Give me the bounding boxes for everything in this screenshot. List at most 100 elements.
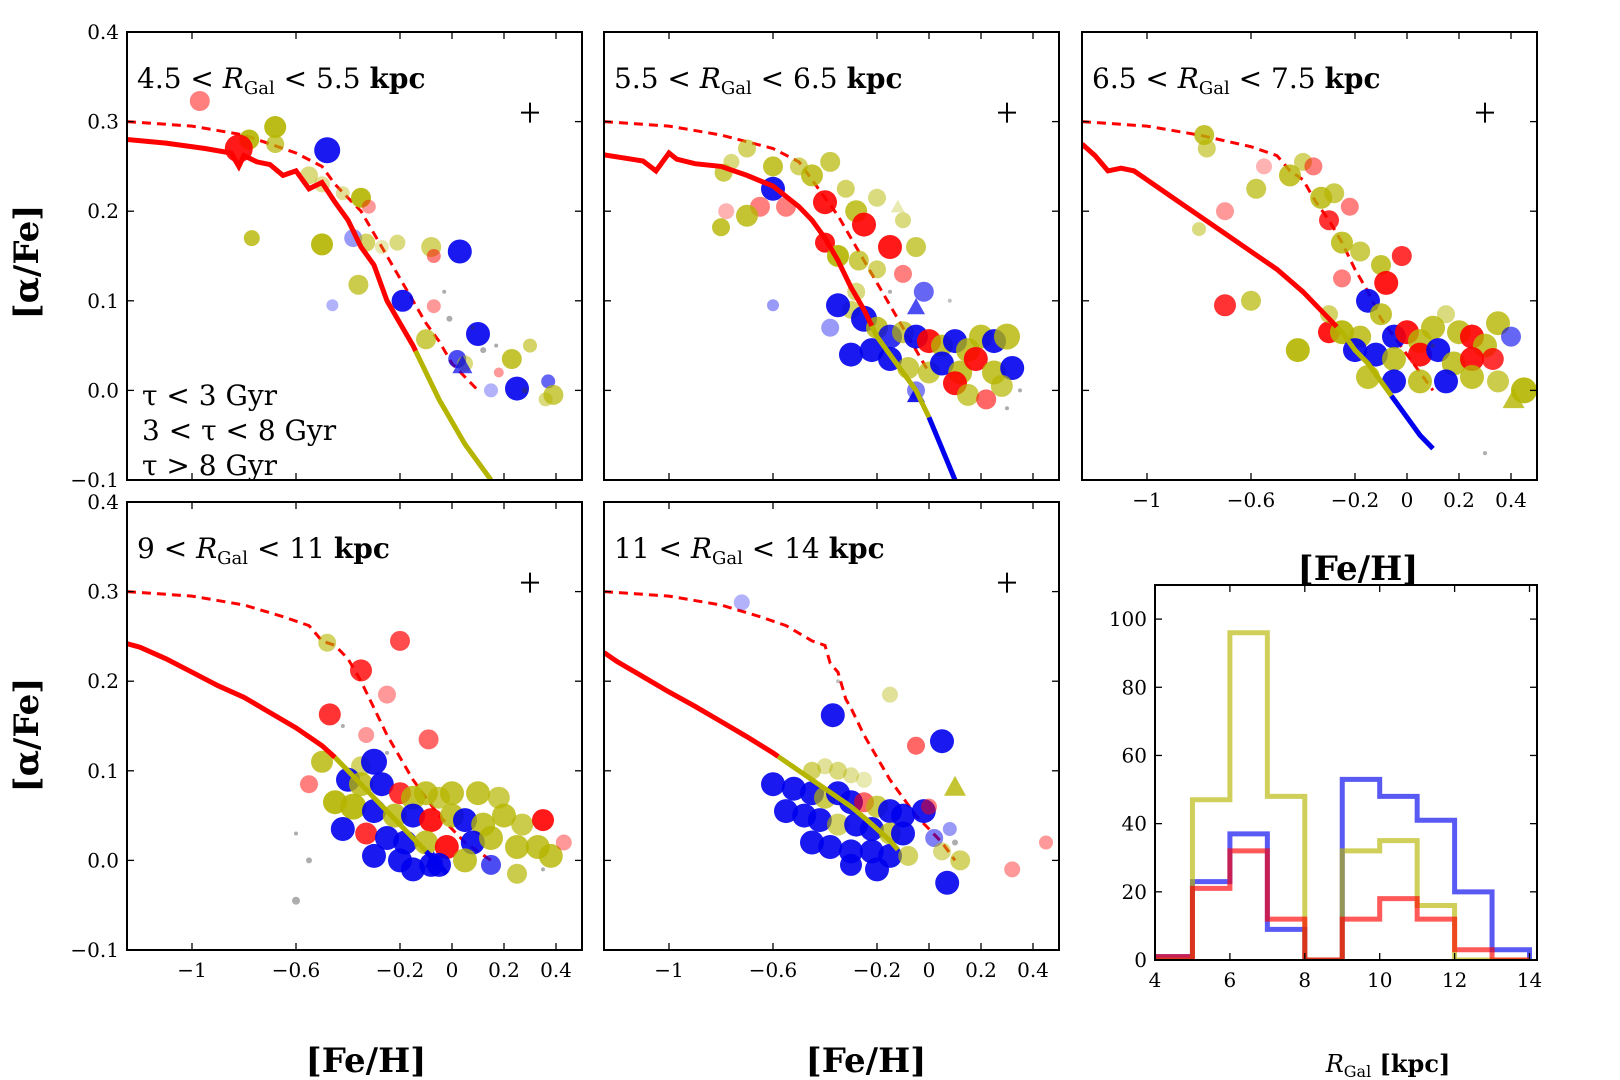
- title-prefix: 4.5 <: [137, 62, 223, 95]
- star-point: [1431, 343, 1435, 348]
- panel-4: 9 < RGal < 11 kpc −1 −0.6 −0.2 0 0.2 0.4 −0.1 0.…: [70, 490, 583, 982]
- panel-6: 4 6 8 10 12 14 0 20 40 60 80 100: [1109, 584, 1542, 992]
- title-sub: Gal: [244, 78, 275, 99]
- star-point: [311, 750, 333, 773]
- title-sub: Gal: [1199, 78, 1230, 99]
- star-point: [848, 250, 869, 271]
- title-prefix: 5.5 <: [614, 62, 700, 95]
- title-r: R: [195, 532, 217, 565]
- star-point: [800, 830, 824, 855]
- star-point: [480, 347, 487, 354]
- star-point: [930, 351, 954, 376]
- y-tick-label: 0.4: [87, 490, 119, 514]
- star-point: [350, 659, 372, 682]
- legend: τ < 3 Gyr 3 < τ < 8 Gyr τ > 8 Gyr: [142, 379, 337, 482]
- hist-series-3: [1155, 848, 1530, 960]
- hist-xlabel-main: R: [1325, 1050, 1344, 1078]
- y-tick-label: −0.1: [70, 468, 119, 492]
- star-point: [1197, 139, 1216, 158]
- title-sub: Gal: [712, 548, 743, 569]
- star-point: [523, 338, 537, 353]
- star-point: [453, 808, 477, 833]
- model-solid-old: [1082, 142, 1339, 329]
- star-point: [505, 376, 529, 401]
- star-point: [401, 803, 425, 828]
- star-point: [1000, 356, 1025, 380]
- star-point: [1481, 348, 1504, 370]
- y-tick-label: 0.0: [87, 378, 119, 402]
- xlabel-panel-3: [Fe/H]: [1298, 549, 1419, 589]
- star-point: [781, 776, 806, 801]
- legend-young: τ < 3 Gyr: [142, 379, 278, 412]
- star-point: [434, 835, 459, 859]
- star-point: [1350, 241, 1371, 262]
- star-point: [1382, 347, 1406, 371]
- title-mid: < 6.5: [752, 62, 847, 95]
- star-point: [330, 817, 355, 841]
- star-point: [311, 233, 333, 256]
- plot-area: [604, 120, 1025, 480]
- title-mid: < 14: [743, 532, 829, 565]
- star-point: [1279, 164, 1301, 187]
- hist-xlabel-unit: [kpc]: [1371, 1049, 1450, 1078]
- star-point: [1434, 369, 1458, 394]
- star-point: [859, 817, 884, 841]
- star-point: [963, 347, 988, 371]
- star-point: [1371, 255, 1391, 275]
- star-point: [418, 729, 439, 750]
- star-point: [738, 139, 756, 158]
- star-point: [501, 349, 522, 369]
- star-point: [401, 857, 425, 882]
- star-point: [318, 703, 341, 726]
- star-point: [801, 164, 823, 187]
- star-point: [817, 758, 833, 775]
- star-point: [807, 808, 832, 833]
- star-point: [1018, 388, 1022, 393]
- star-point: [1408, 342, 1432, 367]
- star-point: [362, 799, 386, 824]
- title-prefix: 9 <: [137, 532, 196, 565]
- star-point: [361, 199, 376, 214]
- plot-area: [127, 91, 564, 480]
- title-r: R: [690, 532, 712, 565]
- star-point: [314, 137, 341, 164]
- star-point: [306, 857, 312, 864]
- star-point: [1304, 157, 1323, 176]
- star-point: [1331, 231, 1353, 254]
- star-point: [538, 392, 553, 407]
- star-point: [878, 235, 902, 259]
- title-r: R: [222, 62, 244, 95]
- star-point: [493, 367, 504, 378]
- star-point: [820, 151, 841, 172]
- y-tick-label: 0.1: [87, 759, 119, 783]
- star-point: [921, 798, 937, 815]
- star-point: [453, 848, 477, 873]
- y-tick-label: 0.2: [87, 199, 119, 223]
- axes-frame: [1154, 584, 1538, 961]
- y-tick-label: 0.0: [87, 848, 119, 872]
- y-tick-label: 0: [1134, 948, 1147, 972]
- star-point: [243, 230, 260, 247]
- panel-5: 11 < RGal < 14 kpc −1 −0.6 −0.2 0 0.2 0.4: [603, 501, 1060, 982]
- star-point: [1486, 311, 1510, 336]
- star-point: [1319, 210, 1339, 231]
- star-point: [487, 786, 510, 809]
- star-triangle: [890, 199, 905, 213]
- axes-frame: [126, 31, 583, 481]
- star-point: [826, 293, 850, 318]
- x-tick-label: 10: [1367, 968, 1392, 992]
- star-point: [1285, 338, 1310, 363]
- y-tick-label: 20: [1122, 880, 1147, 904]
- model-solid-intermediate: [413, 349, 494, 480]
- star-point: [1426, 338, 1451, 363]
- star-point: [481, 854, 501, 875]
- star-point: [358, 727, 375, 743]
- y-tick-label: 80: [1122, 675, 1147, 699]
- panel-title: 11 < RGal < 14 kpc: [614, 532, 885, 569]
- star-point: [1370, 303, 1392, 326]
- star-point: [818, 835, 843, 859]
- star-point: [957, 383, 979, 406]
- star-point: [1039, 835, 1053, 850]
- star-point: [447, 239, 472, 264]
- model-solid-young: [424, 849, 449, 876]
